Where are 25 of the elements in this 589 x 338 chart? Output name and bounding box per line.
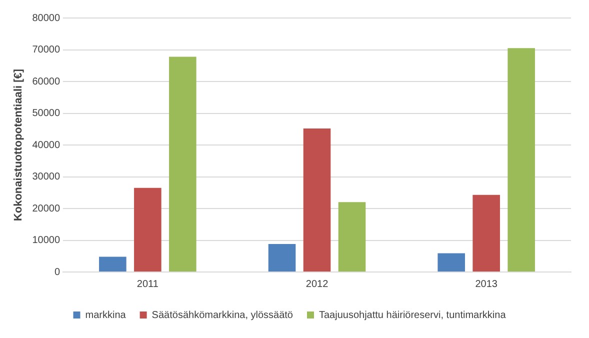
bar (134, 188, 162, 272)
y-tick-label: 50000 (32, 108, 60, 119)
y-tick-label: 10000 (32, 235, 60, 246)
x-tick-label: 2012 (306, 278, 329, 290)
bar (508, 48, 535, 272)
y-tick-label: 20000 (32, 203, 60, 214)
y-tick-label: 0 (54, 266, 60, 278)
bar (99, 256, 126, 272)
legend-label: Säätösähkömarkkina, ylössäätö (152, 310, 294, 321)
y-tick-label: 80000 (32, 12, 60, 24)
bar (303, 128, 331, 272)
legend-label: Taajuusohjattu häiriöreservi, tuntimarkkina (319, 310, 506, 321)
bar (472, 194, 500, 272)
y-tick-label: 40000 (32, 140, 60, 151)
y-tick-label: 60000 (32, 76, 60, 88)
y-axis-title: Kokonaistuottopotentiaali [€] (12, 68, 25, 222)
bar (438, 253, 465, 272)
legend-label: markkina (85, 310, 126, 321)
bar (338, 202, 366, 272)
x-tick-label: 2011 (136, 278, 159, 290)
y-tick-label: 70000 (32, 44, 60, 56)
bar (169, 56, 196, 272)
y-tick-label: 30000 (32, 172, 60, 182)
x-tick-label: 2013 (475, 278, 498, 290)
bar (268, 244, 296, 272)
